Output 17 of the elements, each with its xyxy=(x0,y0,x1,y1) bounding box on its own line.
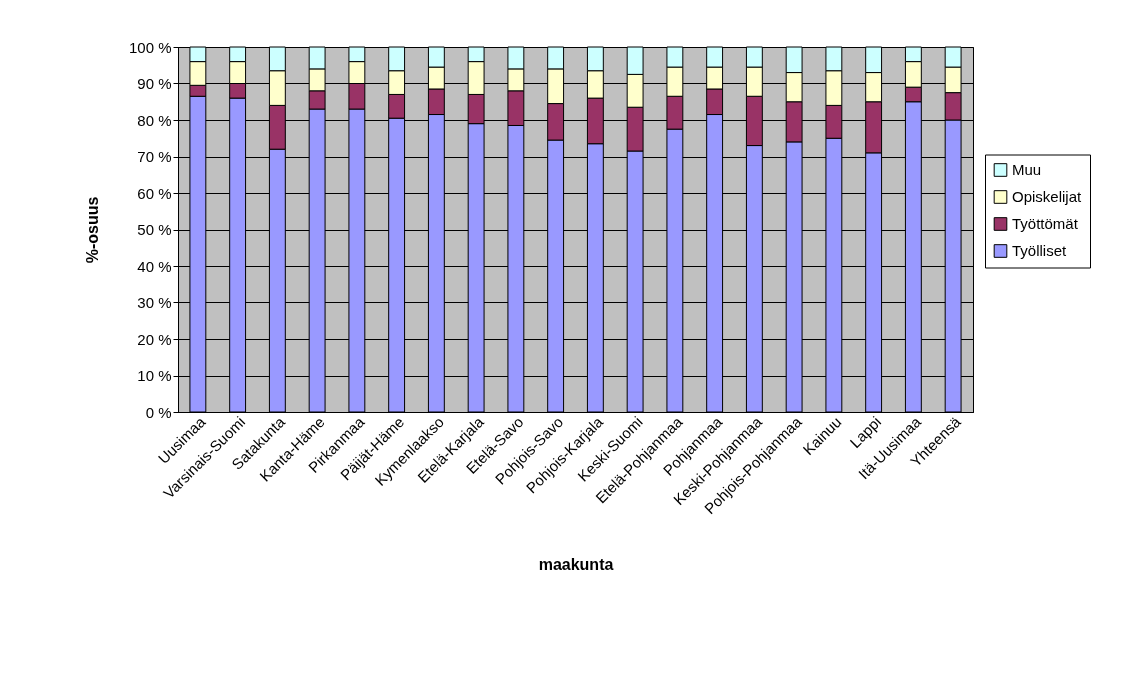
y-tick-label: 20 % xyxy=(137,330,172,348)
y-tick-label: 0 % xyxy=(145,403,172,421)
y-tick-label: 80 % xyxy=(137,111,172,129)
y-tick-label: 100 % xyxy=(128,38,172,56)
legend-label: Opiskelijat xyxy=(1012,188,1083,205)
y-axis-title: %-osuus xyxy=(83,196,101,264)
legend-label: Työlliset xyxy=(1012,242,1068,259)
y-tick-label: 50 % xyxy=(137,221,172,238)
y-tick-label: 30 % xyxy=(137,294,172,311)
y-tick-label: 60 % xyxy=(137,184,172,202)
y-tick-label: 70 % xyxy=(137,148,172,165)
legend-label: Muu xyxy=(1012,161,1042,178)
y-tick-label: 90 % xyxy=(137,75,172,92)
legend-label: Työttömät xyxy=(1012,215,1079,232)
y-tick-label: 40 % xyxy=(137,257,172,275)
x-axis-title: maakunta xyxy=(538,556,614,574)
y-tick-label: 10 % xyxy=(137,367,172,384)
